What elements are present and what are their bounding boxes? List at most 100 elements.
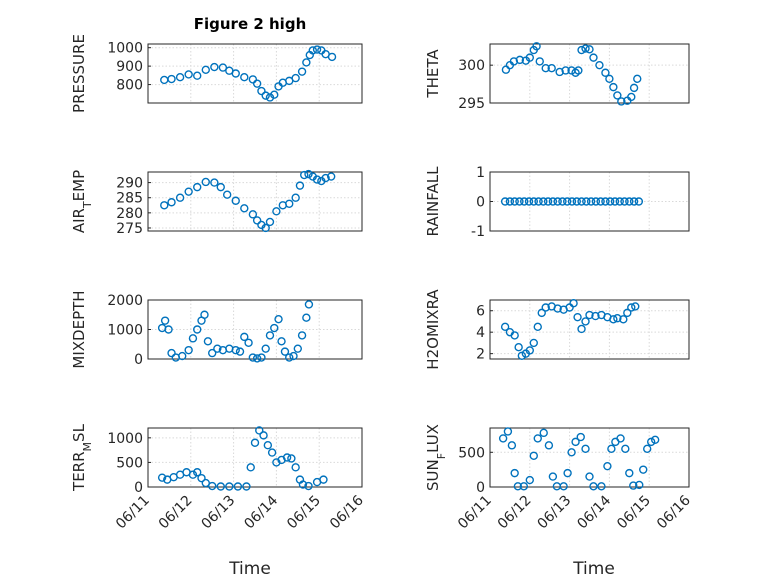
y-axis-label: SUNFLUX <box>424 424 448 491</box>
data-point <box>255 426 264 435</box>
data-point <box>553 304 562 313</box>
data-point <box>596 197 605 206</box>
data-point <box>572 197 581 206</box>
figure-title: Figure 2 high <box>194 15 307 33</box>
data-point <box>577 45 586 55</box>
data-point <box>576 432 585 442</box>
data-point <box>267 448 277 457</box>
data-point <box>539 197 548 206</box>
data-point <box>326 172 336 181</box>
data-point <box>184 70 193 79</box>
data-point <box>515 197 524 206</box>
data-point <box>555 67 564 77</box>
data-point <box>188 334 198 343</box>
data-point <box>319 475 328 484</box>
data-point <box>304 481 313 491</box>
xlabel-left: Time <box>228 559 271 579</box>
data-point <box>302 58 311 67</box>
data-point <box>500 197 510 206</box>
data-point <box>291 73 300 83</box>
data-point <box>233 482 243 491</box>
axes-frame <box>489 43 690 104</box>
panel-h2omixra: 2 4 6 H2OMIXRA <box>424 289 690 370</box>
data-point <box>293 344 302 353</box>
y-axis-label: RAINFALL <box>424 166 442 237</box>
data-point <box>160 316 170 325</box>
data-point <box>285 199 294 208</box>
data-point <box>585 310 594 320</box>
data-point <box>167 74 176 84</box>
data-point <box>510 331 519 340</box>
data-point <box>257 86 266 96</box>
data-point <box>175 72 185 82</box>
data-point <box>519 482 529 491</box>
data-point <box>280 347 290 356</box>
data-point <box>252 216 262 225</box>
data-point <box>509 57 519 66</box>
data-point <box>597 482 606 491</box>
data-point <box>559 482 568 491</box>
y-axis-label: H2OMIXRA <box>424 289 442 370</box>
data-point <box>210 178 219 187</box>
data-point <box>200 310 209 319</box>
data-point <box>544 441 554 450</box>
data-point <box>571 437 580 447</box>
data-point <box>627 92 636 102</box>
data-point <box>525 346 534 355</box>
data-point <box>510 468 519 478</box>
data-point <box>285 353 294 362</box>
data-point <box>231 345 240 355</box>
axes-frame <box>147 171 363 232</box>
data-point <box>543 197 553 206</box>
data-point <box>184 187 193 196</box>
data-point <box>513 482 523 491</box>
data-point <box>558 197 567 206</box>
y-tick-label: 280 <box>116 206 143 222</box>
data-point <box>621 444 630 454</box>
y-tick-label: 0 <box>134 352 143 368</box>
data-point <box>231 196 240 205</box>
data-point <box>297 331 307 340</box>
data-point <box>216 482 225 491</box>
data-point <box>498 434 508 443</box>
data-point <box>601 68 610 77</box>
panel-mixdepth: 0 1000 2000 MIXDEPTH <box>70 290 363 369</box>
data-point <box>263 441 273 450</box>
y-tick-label: -1 <box>471 224 485 240</box>
data-point <box>287 454 296 463</box>
data-point <box>515 55 525 65</box>
data-point <box>548 472 558 481</box>
y-tick-label: 0 <box>134 480 143 496</box>
y-tick-label: 2 <box>476 347 485 363</box>
data-point <box>539 428 548 438</box>
data-point <box>291 463 300 472</box>
data-point <box>617 97 626 106</box>
data-point <box>625 197 634 206</box>
data-point <box>157 473 167 482</box>
data-point <box>533 322 542 332</box>
data-point <box>225 482 234 491</box>
data-point <box>193 71 202 80</box>
data-point <box>291 193 300 202</box>
data-point <box>248 353 258 362</box>
data-point <box>563 468 572 478</box>
data-point <box>585 472 594 481</box>
data-point <box>327 52 337 62</box>
data-point <box>312 175 322 184</box>
data-point <box>541 303 550 312</box>
data-point <box>308 46 317 55</box>
y-tick-label: 295 <box>458 96 485 112</box>
data-point <box>529 451 538 460</box>
data-point <box>240 332 249 342</box>
data-point <box>259 431 268 440</box>
axes-frame <box>147 43 363 104</box>
data-point <box>574 66 583 75</box>
data-point <box>605 197 615 206</box>
data-point <box>589 53 598 62</box>
y-tick-label: 4 <box>476 325 485 341</box>
data-point <box>242 482 251 491</box>
data-point <box>252 79 262 88</box>
data-point <box>610 197 620 206</box>
data-point <box>613 91 622 100</box>
